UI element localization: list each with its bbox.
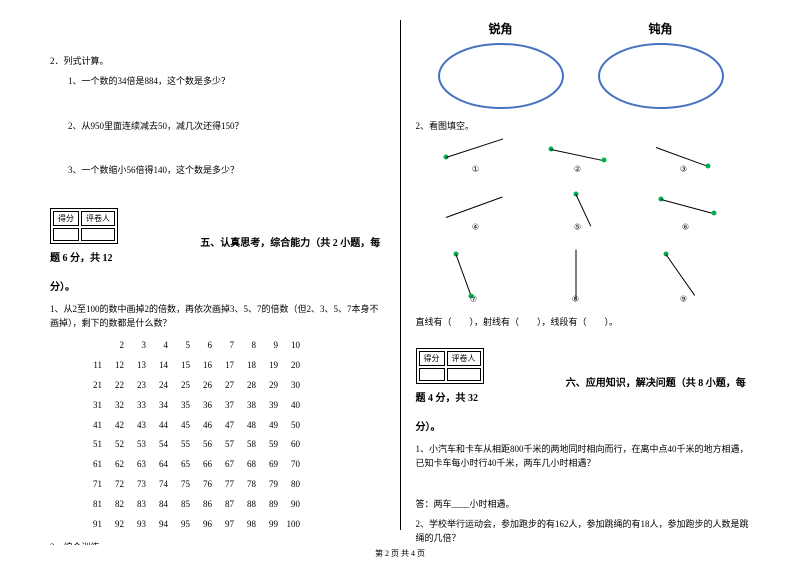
right-column: 锐角 钝角 2、看图填空。 ① ② ③ ④ xyxy=(406,20,761,545)
dot xyxy=(705,164,710,169)
segment xyxy=(445,139,502,158)
segment xyxy=(455,255,471,298)
label-8: ⑧ xyxy=(572,295,579,304)
dot xyxy=(601,158,606,163)
ans-6-1: 答：两车____小时相遇。 xyxy=(416,497,751,511)
q2r-title: 2、看图填空。 xyxy=(416,119,751,133)
lines-diagram: ① ② ③ ④ ⑤ ⑥ ⑦ ⑧ xyxy=(426,139,746,309)
ovals-row: 锐角 钝角 xyxy=(436,20,751,113)
oval-acute: 锐角 xyxy=(436,20,566,113)
grader-cell: 评卷人 xyxy=(447,351,481,366)
oval-shape-obtuse xyxy=(596,41,726,111)
oval-shape-acute xyxy=(436,41,566,111)
oval-label-acute: 锐角 xyxy=(436,20,566,37)
dot xyxy=(711,211,716,216)
label-6: ⑥ xyxy=(682,223,689,232)
label-7: ⑦ xyxy=(470,295,477,304)
score-box-6: 得分 评卷人 xyxy=(416,348,484,384)
q2-1: 1、一个数的34倍是884，这个数是多少？ xyxy=(68,74,385,88)
segment xyxy=(660,199,713,214)
section-6-tail: 分）。 xyxy=(416,420,751,436)
segment xyxy=(575,250,576,300)
page: 2．列式计算。 1、一个数的34倍是884，这个数是多少？ 2、从950里面连续… xyxy=(0,0,800,565)
q6-2: 2、学校举行运动会，参加跑步的有162人，参加跳绳的有18人，参加跑步的人数是跳… xyxy=(416,517,751,545)
oval-label-obtuse: 钝角 xyxy=(596,20,726,37)
q5-2: 2、综合训练。 xyxy=(50,540,385,545)
segment xyxy=(550,149,604,161)
segment xyxy=(445,197,502,218)
label-5: ⑤ xyxy=(574,223,581,232)
label-2: ② xyxy=(574,165,581,174)
q2-title: 2．列式计算。 xyxy=(50,54,385,68)
page-footer: 第 2 页 共 4 页 xyxy=(0,548,800,559)
q6-1: 1、小汽车和卡车从相距800千米的两地同时相向而行，在离中点40千米的地方相遇，… xyxy=(416,442,751,471)
number-grid-2-100: 2345678910111213141516171819202122232425… xyxy=(80,336,385,534)
segment xyxy=(665,255,694,297)
q2-3: 3、一个数缩小56倍得140，这个数是多少？ xyxy=(68,163,385,177)
left-column: 2．列式计算。 1、一个数的34倍是884，这个数是多少？ 2、从950里面连续… xyxy=(40,20,395,545)
label-9: ⑨ xyxy=(680,295,687,304)
label-3: ③ xyxy=(680,165,687,174)
score-cell: 得分 xyxy=(53,211,79,226)
score-box-5: 得分 评卷人 xyxy=(50,208,118,244)
grader-cell: 评卷人 xyxy=(81,211,115,226)
column-divider xyxy=(400,20,401,530)
q5-1: 1、从2至100的数中画掉2的倍数，再依次画掉3、5、7的倍数（但2、3、5、7… xyxy=(50,302,385,331)
q2-2: 2、从950里面连续减去50，减几次还得150？ xyxy=(68,119,385,133)
label-1: ① xyxy=(472,165,479,174)
section-5-tail: 分）。 xyxy=(50,280,385,296)
score-cell: 得分 xyxy=(419,351,445,366)
oval-obtuse: 钝角 xyxy=(596,20,726,113)
fill-blank-line: 直线有（ ），射线有（ ），线段有（ ）。 xyxy=(416,315,751,329)
label-4: ④ xyxy=(472,223,479,232)
